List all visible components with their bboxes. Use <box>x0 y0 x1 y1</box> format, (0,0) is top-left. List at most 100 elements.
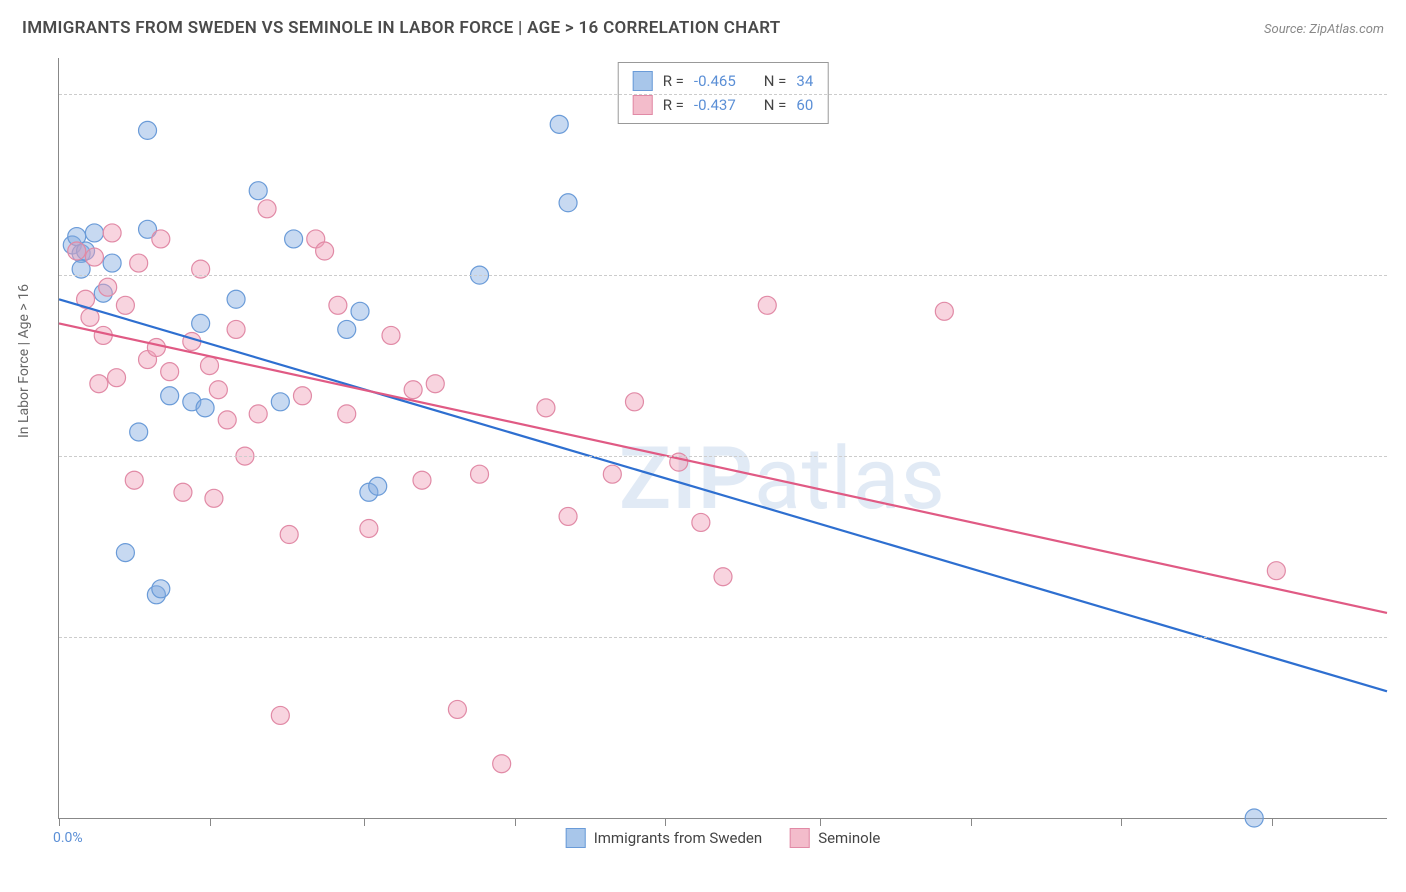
scatter-point <box>426 375 444 393</box>
chart-plot-area: ZIPatlas R = -0.465 N = 34 R = -0.437 N … <box>58 58 1387 819</box>
scatter-point <box>692 513 710 531</box>
scatter-point <box>1267 562 1285 580</box>
scatter-point <box>161 363 179 381</box>
scatter-point <box>293 387 311 405</box>
scatter-point <box>493 755 511 773</box>
scatter-point <box>603 465 621 483</box>
chart-svg <box>59 58 1387 818</box>
legend-swatch <box>790 828 810 848</box>
legend-swatch <box>633 95 653 115</box>
source-attribution: Source: ZipAtlas.com <box>1264 22 1384 37</box>
scatter-point <box>550 115 568 133</box>
scatter-point <box>68 242 86 260</box>
x-tick <box>364 818 365 826</box>
scatter-point <box>205 489 223 507</box>
scatter-point <box>329 296 347 314</box>
scatter-point <box>537 399 555 417</box>
scatter-point <box>152 580 170 598</box>
chart-title: IMMIGRANTS FROM SWEDEN VS SEMINOLE IN LA… <box>22 18 781 38</box>
y-axis-label: In Labor Force | Age > 16 <box>16 284 32 438</box>
scatter-point <box>139 121 157 139</box>
x-tick <box>1272 818 1273 826</box>
regression-line <box>59 299 1387 691</box>
gridline <box>59 456 1387 457</box>
legend-r-value: -0.437 <box>694 96 736 114</box>
x-axis-label: 0.0% <box>53 830 83 846</box>
x-tick <box>515 818 516 826</box>
scatter-point <box>196 399 214 417</box>
legend-r-value: -0.465 <box>694 72 736 90</box>
scatter-point <box>271 706 289 724</box>
scatter-point <box>108 369 126 387</box>
scatter-point <box>382 326 400 344</box>
scatter-point <box>85 224 103 242</box>
scatter-point <box>758 296 776 314</box>
scatter-point <box>285 230 303 248</box>
x-tick <box>971 818 972 826</box>
gridline <box>59 94 1387 95</box>
scatter-point <box>471 465 489 483</box>
scatter-point <box>249 182 267 200</box>
legend-series-label: Seminole <box>818 829 880 847</box>
scatter-point <box>559 194 577 212</box>
scatter-point <box>99 278 117 296</box>
legend-stat-row: R = -0.437 N = 60 <box>633 93 814 117</box>
scatter-point <box>174 483 192 501</box>
scatter-point <box>227 320 245 338</box>
scatter-point <box>152 230 170 248</box>
scatter-point <box>338 405 356 423</box>
legend-n-label: N = <box>764 96 787 114</box>
x-tick <box>59 818 60 826</box>
scatter-point <box>183 332 201 350</box>
scatter-point <box>360 519 378 537</box>
x-tick <box>665 818 666 826</box>
scatter-point <box>338 320 356 338</box>
legend-r-label: R = <box>663 96 684 114</box>
legend-series: Immigrants from Sweden Seminole <box>566 828 881 848</box>
x-tick <box>210 818 211 826</box>
scatter-point <box>103 254 121 272</box>
scatter-point <box>559 507 577 525</box>
scatter-point <box>935 302 953 320</box>
legend-n-value: 60 <box>796 96 813 114</box>
scatter-point <box>103 224 121 242</box>
legend-n-value: 34 <box>796 72 813 90</box>
scatter-point <box>404 381 422 399</box>
scatter-point <box>130 254 148 272</box>
legend-n-label: N = <box>764 72 787 90</box>
scatter-point <box>161 387 179 405</box>
scatter-point <box>201 357 219 375</box>
scatter-point <box>218 411 236 429</box>
scatter-point <box>227 290 245 308</box>
legend-series-item: Immigrants from Sweden <box>566 828 762 848</box>
scatter-point <box>125 471 143 489</box>
legend-swatch <box>633 71 653 91</box>
scatter-point <box>1245 809 1263 827</box>
scatter-point <box>714 568 732 586</box>
scatter-point <box>448 700 466 718</box>
scatter-point <box>85 248 103 266</box>
scatter-point <box>369 477 387 495</box>
scatter-point <box>625 393 643 411</box>
scatter-point <box>249 405 267 423</box>
gridline <box>59 637 1387 638</box>
legend-swatch <box>566 828 586 848</box>
scatter-point <box>130 423 148 441</box>
x-tick <box>1121 818 1122 826</box>
scatter-point <box>147 339 165 357</box>
scatter-point <box>351 302 369 320</box>
legend-series-label: Immigrants from Sweden <box>594 829 762 847</box>
legend-stats-box: R = -0.465 N = 34 R = -0.437 N = 60 <box>618 62 829 124</box>
legend-series-item: Seminole <box>790 828 880 848</box>
scatter-point <box>316 242 334 260</box>
gridline <box>59 275 1387 276</box>
scatter-point <box>209 381 227 399</box>
scatter-point <box>258 200 276 218</box>
x-tick <box>820 818 821 826</box>
scatter-point <box>280 526 298 544</box>
scatter-point <box>90 375 108 393</box>
scatter-point <box>271 393 289 411</box>
scatter-point <box>116 296 134 314</box>
legend-stat-row: R = -0.465 N = 34 <box>633 69 814 93</box>
scatter-point <box>116 544 134 562</box>
